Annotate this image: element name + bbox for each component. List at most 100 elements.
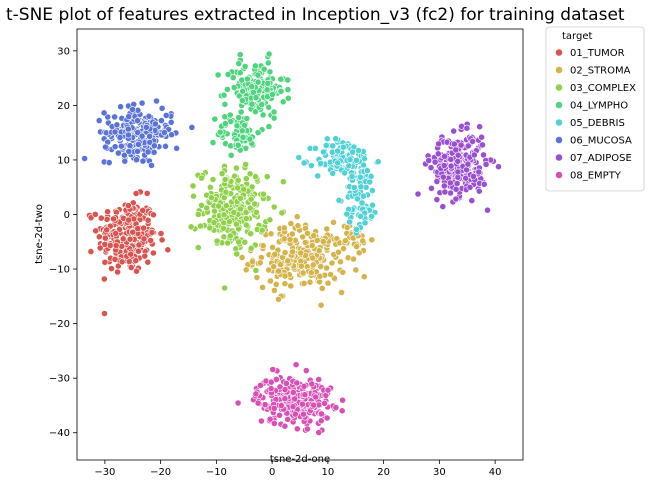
point [118, 142, 125, 150]
point [236, 205, 244, 213]
point [339, 268, 347, 276]
point [206, 183, 214, 191]
point [450, 127, 458, 135]
legend-marker [555, 118, 563, 127]
series-06-mucosa [81, 97, 196, 169]
point [112, 229, 120, 237]
legend-title: target [562, 31, 592, 42]
point [287, 220, 295, 227]
point [323, 135, 331, 143]
point [310, 232, 318, 239]
plot-frame [76, 28, 524, 461]
point [300, 279, 308, 287]
point [276, 411, 283, 419]
point [92, 227, 100, 235]
point [435, 140, 442, 148]
point [132, 257, 140, 264]
point [242, 208, 250, 216]
point [124, 131, 132, 139]
point [269, 243, 276, 251]
point [234, 184, 241, 192]
point [350, 255, 357, 263]
point [251, 62, 259, 70]
point [470, 151, 478, 159]
point [189, 182, 197, 190]
point [287, 282, 295, 290]
point [368, 236, 376, 244]
point [439, 203, 447, 210]
point [353, 195, 361, 203]
point [248, 100, 256, 108]
point [138, 99, 146, 107]
point [452, 146, 460, 154]
point [308, 380, 316, 388]
point [335, 196, 343, 204]
point [281, 272, 289, 280]
point [129, 228, 137, 236]
point [275, 295, 282, 303]
point [257, 417, 265, 425]
point [482, 160, 490, 168]
point [439, 173, 447, 181]
point [308, 242, 316, 250]
point [232, 220, 240, 228]
point [268, 91, 276, 98]
point [267, 277, 274, 285]
point [318, 284, 326, 292]
point [338, 289, 345, 296]
legend: target 01_TUMOR 02_STROMA 03_COMPLEX 04_LYMP… [545, 26, 645, 192]
point [299, 400, 306, 408]
point [328, 259, 336, 267]
point [129, 106, 136, 113]
point [366, 178, 374, 186]
point [237, 194, 244, 202]
point [469, 172, 477, 180]
point [235, 92, 243, 100]
point [361, 219, 369, 227]
point [96, 244, 104, 252]
point [289, 388, 297, 396]
legend-marker [555, 48, 563, 57]
point [270, 114, 278, 122]
point [266, 216, 274, 224]
point [139, 157, 147, 165]
point [148, 228, 156, 236]
point [151, 120, 159, 128]
point [368, 212, 376, 220]
point [480, 180, 488, 188]
point [284, 86, 292, 93]
point [300, 382, 308, 390]
point [124, 125, 132, 133]
point [260, 65, 268, 73]
point [215, 202, 222, 210]
point [259, 242, 267, 250]
point [441, 188, 449, 196]
legend-box [545, 26, 645, 192]
point [450, 140, 458, 148]
point [318, 410, 325, 418]
point [271, 250, 279, 258]
point [317, 263, 325, 270]
point [234, 399, 242, 407]
point [218, 170, 226, 177]
point [357, 183, 365, 191]
point [203, 204, 211, 212]
point [101, 310, 108, 317]
point [277, 75, 285, 83]
y-tick-label: −30 [49, 374, 70, 385]
point [125, 148, 133, 155]
point [277, 87, 285, 95]
point [279, 98, 287, 106]
point [242, 221, 250, 229]
legend-marker [555, 171, 563, 179]
point [349, 148, 356, 156]
point [150, 211, 157, 219]
point [267, 230, 275, 238]
point [221, 284, 228, 292]
point [270, 108, 278, 116]
point [211, 115, 219, 123]
point [280, 235, 288, 243]
point [101, 258, 109, 266]
point [312, 393, 320, 401]
point [478, 133, 485, 141]
